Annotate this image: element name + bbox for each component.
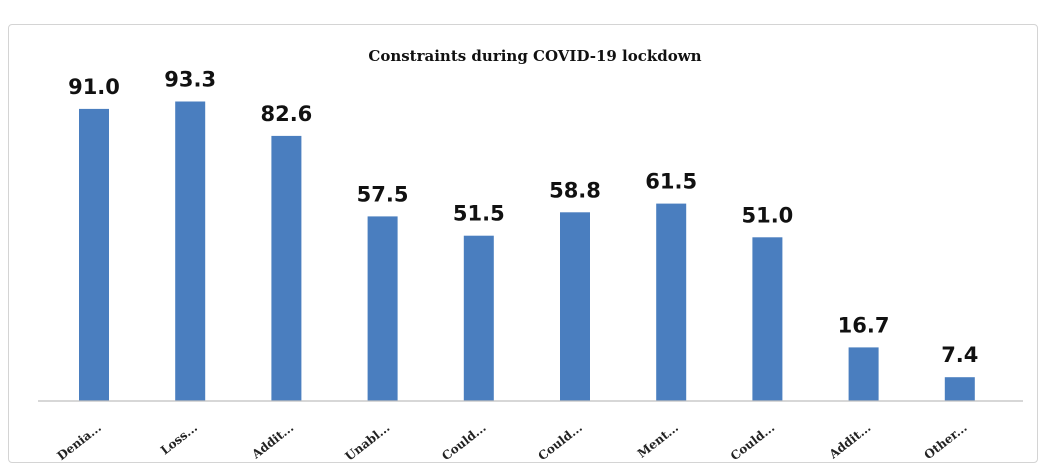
- x-tick-label-2: Loss...: [158, 420, 200, 457]
- bar-10: [944, 377, 975, 401]
- value-label-7: 61.5: [645, 170, 697, 194]
- value-labels-group: 91.0 93.3 82.6 57.5 51.5 58.8 61.5 51.0 16.7 7.4: [68, 68, 978, 368]
- value-label-8: 51.0: [741, 203, 793, 227]
- x-tick-label-4: Unabl...: [342, 420, 392, 463]
- bar-9: [848, 347, 879, 401]
- x-tick-label-3: Addit...: [248, 420, 296, 462]
- bar-4: [367, 216, 398, 401]
- bar-3: [271, 135, 302, 401]
- value-label-1: 91.0: [68, 75, 120, 99]
- x-tick-label-5: Could...: [439, 420, 488, 463]
- x-tick-label-9: Addit...: [826, 420, 874, 462]
- value-label-2: 93.3: [164, 68, 216, 92]
- bar-7: [656, 203, 687, 401]
- bar-2: [175, 101, 206, 401]
- x-tick-labels-group: Denia... Loss... Addit... Unabl... Could... C…: [55, 420, 970, 463]
- bar-6: [560, 212, 590, 401]
- chart-title: Constraints during COVID-19 lockdown: [368, 47, 701, 65]
- x-tick-label-8: Could...: [728, 420, 777, 463]
- x-tick-label-1: Denia...: [55, 420, 104, 463]
- x-tick-label-10: Other...: [922, 420, 970, 462]
- bar-8: [752, 237, 783, 401]
- bar-5: [463, 235, 494, 401]
- x-tick-label-6: Could...: [535, 420, 584, 463]
- value-label-5: 51.5: [453, 202, 505, 226]
- value-label-6: 58.8: [549, 178, 601, 202]
- bars-group: [79, 101, 975, 402]
- value-label-3: 82.6: [260, 102, 312, 126]
- value-label-9: 16.7: [838, 313, 890, 337]
- bar-1: [79, 108, 109, 402]
- x-tick-label-7: Ment...: [635, 420, 681, 460]
- value-label-10: 7.4: [941, 343, 978, 367]
- value-label-4: 57.5: [357, 182, 409, 206]
